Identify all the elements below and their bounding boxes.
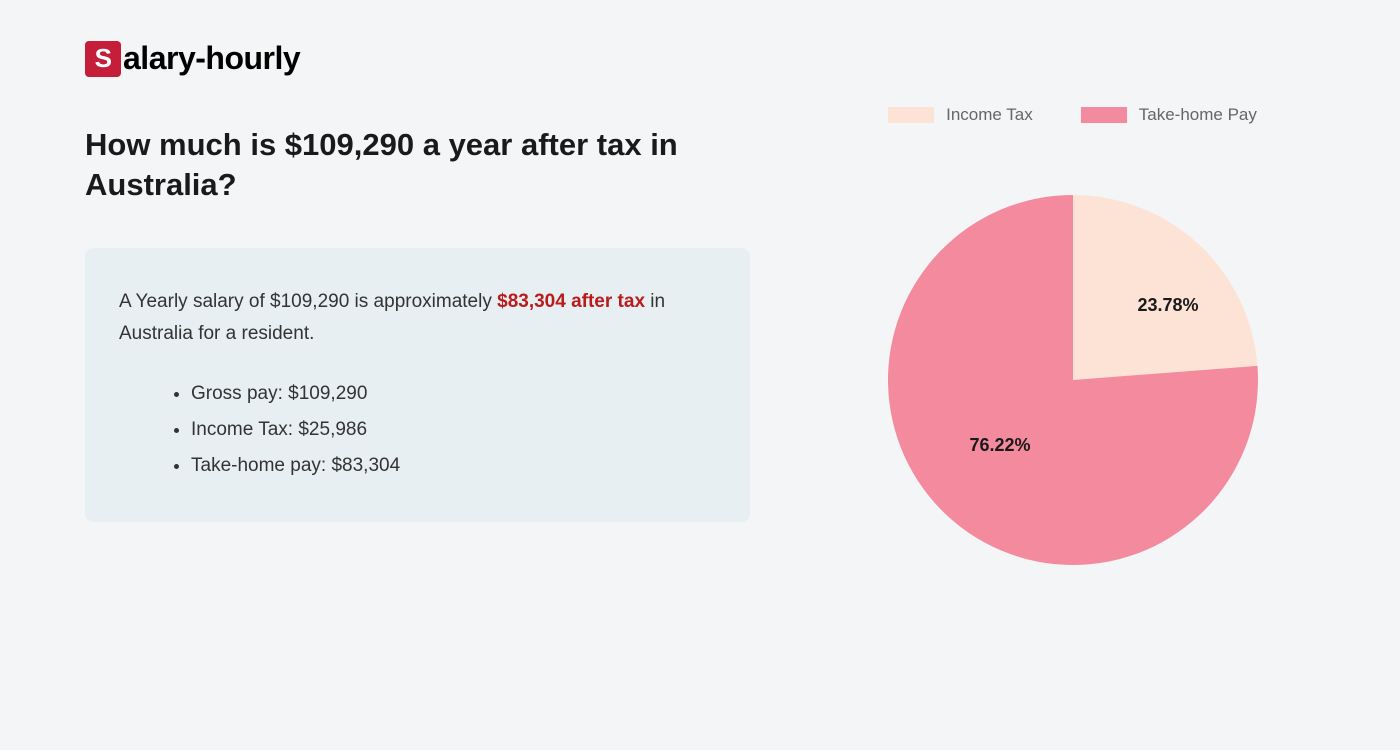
breakdown-list: Gross pay: $109,290 Income Tax: $25,986 … [119,376,716,484]
page-title: How much is $109,290 a year after tax in… [85,125,750,206]
pie-svg [888,145,1258,615]
legend-item-income-tax: Income Tax [888,105,1033,125]
legend-label: Income Tax [946,105,1033,125]
slice-label-income-tax: 23.78% [1138,295,1199,316]
logo-badge: S [85,41,121,77]
logo-text: alary-hourly [123,40,300,77]
list-item: Gross pay: $109,290 [191,376,716,412]
chart-legend: Income Tax Take-home Pay [888,105,1257,125]
list-item: Take-home pay: $83,304 [191,448,716,484]
slice-label-take-home: 76.22% [970,435,1031,456]
legend-swatch [1081,107,1127,123]
summary-prefix: A Yearly salary of $109,290 is approxima… [119,291,497,312]
left-column: How much is $109,290 a year after tax in… [85,125,750,615]
content-row: How much is $109,290 a year after tax in… [85,125,1315,615]
right-column: Income Tax Take-home Pay 23.78% 76.22% [830,105,1315,615]
legend-label: Take-home Pay [1139,105,1257,125]
legend-swatch [888,107,934,123]
pie-chart: 23.78% 76.22% [888,145,1258,615]
page-container: Salary-hourly How much is $109,290 a yea… [0,0,1400,655]
list-item: Income Tax: $25,986 [191,412,716,448]
summary-box: A Yearly salary of $109,290 is approxima… [85,248,750,523]
brand-logo: Salary-hourly [85,40,1315,77]
summary-text: A Yearly salary of $109,290 is approxima… [119,286,716,351]
summary-highlight: $83,304 after tax [497,291,645,312]
legend-item-take-home: Take-home Pay [1081,105,1257,125]
